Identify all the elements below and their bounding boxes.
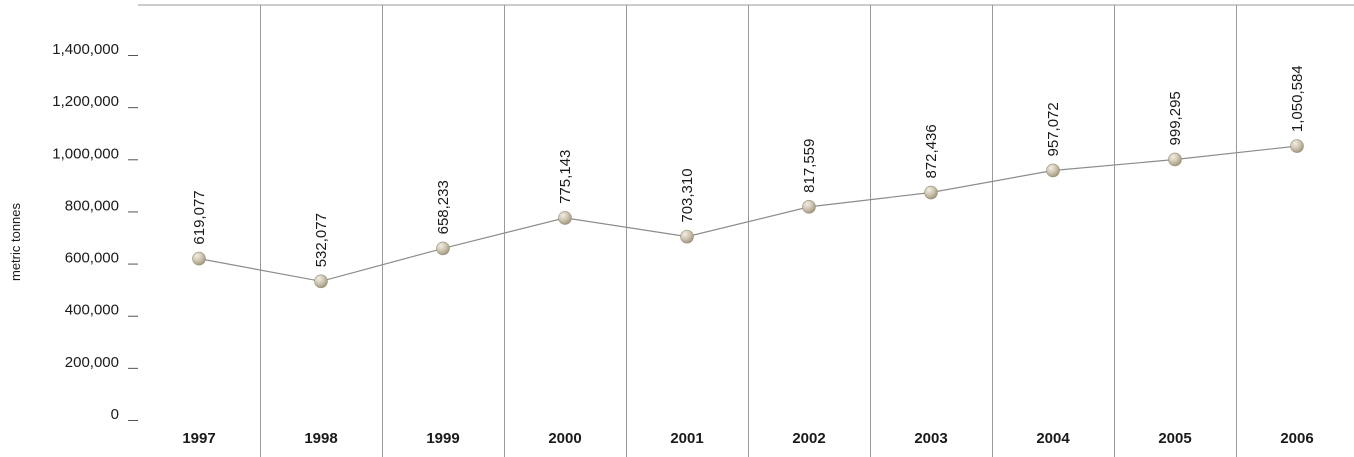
data-label: 999,295 — [1167, 91, 1184, 145]
data-label: 703,310 — [679, 168, 696, 222]
data-point — [192, 251, 206, 266]
y-tick-label: 200,000 — [65, 354, 119, 371]
y-axis: 0 200,000 400,000 600,000 800,000 1,000,000 1,… — [52, 41, 138, 423]
data-points — [192, 139, 1304, 289]
x-tick-label: 2006 — [1280, 430, 1313, 447]
data-point — [1168, 152, 1182, 167]
data-labels: 619,077 532,077 658,233 775,143 703,310 817,5… — [191, 65, 1306, 267]
data-point — [802, 200, 816, 214]
data-point — [436, 241, 450, 256]
x-tick-label: 2004 — [1036, 430, 1070, 447]
data-label: 1,050,584 — [1289, 65, 1306, 132]
x-tick-label: 1998 — [304, 430, 337, 447]
data-point — [1290, 139, 1304, 153]
y-tick-label: 1,000,000 — [52, 145, 119, 162]
data-point — [680, 229, 694, 244]
data-point — [558, 211, 572, 225]
data-label: 775,143 — [557, 150, 574, 204]
x-axis: 1997 1998 1999 2000 2001 2002 2003 2004 2005 2006 — [182, 430, 1313, 447]
data-point — [1046, 163, 1060, 178]
y-tick-label: 800,000 — [65, 197, 119, 214]
x-tick-label: 2001 — [670, 430, 703, 447]
grid-lines — [138, 4, 1354, 457]
y-tick-label: 400,000 — [65, 302, 119, 319]
data-label: 619,077 — [191, 190, 208, 244]
x-tick-label: 2000 — [548, 430, 581, 447]
data-label: 532,077 — [313, 213, 330, 267]
data-point — [314, 274, 328, 289]
data-label: 658,233 — [435, 180, 452, 234]
data-label: 817,559 — [801, 139, 818, 193]
x-tick-label: 1999 — [426, 430, 459, 447]
data-label: 872,436 — [923, 124, 940, 178]
y-axis-title: metric tonnes — [8, 202, 23, 281]
x-tick-label: 1997 — [182, 430, 215, 447]
y-tick-label: 1,200,000 — [52, 93, 119, 110]
data-label: 957,072 — [1045, 102, 1062, 156]
x-tick-label: 2002 — [792, 430, 825, 447]
series-line — [198, 145, 1298, 282]
x-tick-label: 2005 — [1158, 430, 1191, 447]
y-tick-label: 1,400,000 — [52, 41, 119, 58]
x-tick-label: 2003 — [914, 430, 947, 447]
y-tick-label: 600,000 — [65, 250, 119, 267]
y-tick-label: 0 — [111, 406, 119, 423]
data-point — [924, 185, 938, 200]
